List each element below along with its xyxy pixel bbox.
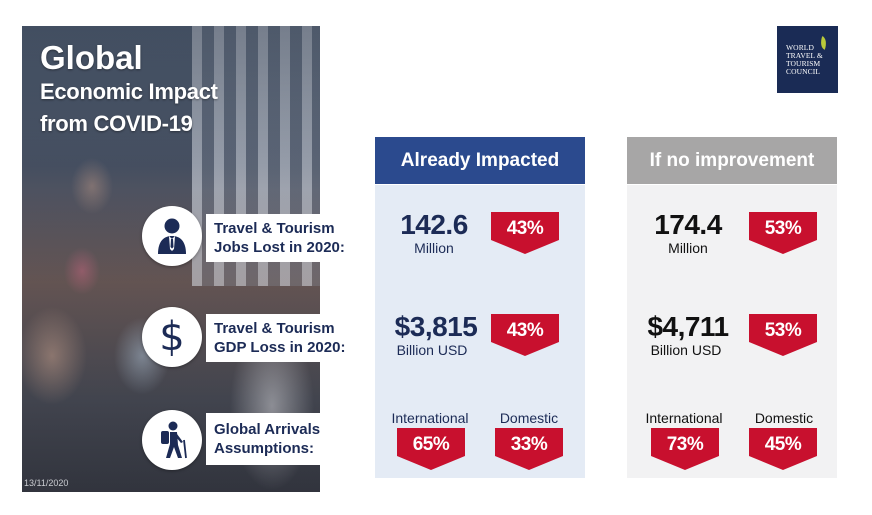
badge-text: 43% xyxy=(506,218,544,239)
jobs-no-improvement-badge: 53% xyxy=(749,212,817,254)
no-improvement-header: If no improvement xyxy=(627,137,837,184)
arrivals-impacted-international-label: International xyxy=(391,410,469,426)
logo-line: WORLD xyxy=(786,43,814,52)
arrivals-no-improvement-international-label: International xyxy=(645,410,723,426)
gdp-no-improvement-unit: Billion USD xyxy=(650,342,722,358)
badge-text: 73% xyxy=(666,434,704,455)
slide-title: Global Economic Impact from COVID-19 xyxy=(40,40,218,140)
arrivals-no-improvement-international-badge: 73% xyxy=(651,428,719,470)
badge-text: 43% xyxy=(506,320,544,341)
arrivals-impacted-domestic-badge: 33% xyxy=(495,428,563,470)
gdp-label-line2: GDP Loss in 2020: xyxy=(214,339,346,356)
badge-text: 45% xyxy=(764,434,802,455)
gdp-impacted-value: $3,815 xyxy=(394,311,478,342)
jobs-impacted-value: 142.6 xyxy=(400,209,468,240)
jobs-no-improvement-value: 174.4 xyxy=(654,209,722,240)
logo-line: COUNCIL xyxy=(786,67,821,76)
badge-text: 53% xyxy=(764,218,802,239)
gdp-impacted-badge: 43% xyxy=(491,314,559,356)
wttc-logo: WORLD TRAVEL & TOURISM COUNCIL xyxy=(777,26,838,93)
jobs-impacted-unit: Million xyxy=(414,240,454,256)
gdp-label-line1: Travel & Tourism xyxy=(214,320,335,337)
jobs-impacted-badge: 43% xyxy=(491,212,559,254)
arrivals-no-improvement-domestic-label: Domestic xyxy=(754,410,814,426)
title-sub-line1: Economic Impact xyxy=(40,79,218,104)
title-main: Global xyxy=(40,39,143,76)
logo-line: TOURISM xyxy=(786,59,821,68)
gdp-impacted-unit: Billion USD xyxy=(396,342,468,358)
jobs-label: Travel & Tourism Jobs Lost in 2020: xyxy=(206,214,372,262)
jobs-label-line1: Travel & Tourism xyxy=(214,220,335,237)
traveler-icon xyxy=(142,410,202,470)
title-sub-line2: from COVID-19 xyxy=(40,111,193,136)
dollar-icon: $ xyxy=(142,307,202,367)
gdp-label: Travel & Tourism GDP Loss in 2020: xyxy=(206,314,372,362)
arrivals-no-improvement-domestic-badge: 45% xyxy=(749,428,817,470)
logo-line: TRAVEL & xyxy=(786,51,823,60)
badge-text: 65% xyxy=(412,434,450,455)
impacted-header: Already Impacted xyxy=(375,137,585,184)
arrivals-impacted-domestic-label: Domestic xyxy=(499,410,559,426)
gdp-no-improvement-badge: 53% xyxy=(749,314,817,356)
person-icon xyxy=(142,206,202,266)
arrivals-impacted-international-badge: 65% xyxy=(397,428,465,470)
arrivals-label-line2: Assumptions: xyxy=(214,440,315,457)
jobs-no-improvement-unit: Million xyxy=(668,240,708,256)
arrivals-label: Global Arrivals Assumptions: xyxy=(206,413,372,465)
badge-text: 53% xyxy=(764,320,802,341)
arrivals-label-line1: Global Arrivals xyxy=(214,421,321,438)
badge-text: 33% xyxy=(510,434,548,455)
gdp-no-improvement-value: $4,711 xyxy=(647,311,729,342)
jobs-label-line2: Jobs Lost in 2020: xyxy=(214,239,345,256)
slide-date: 13/11/2020 xyxy=(24,478,69,488)
